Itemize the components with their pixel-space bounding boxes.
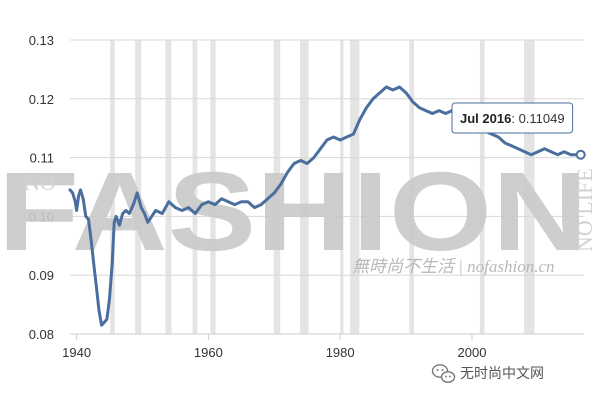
shaded-band-4: [210, 40, 216, 334]
x-tick-label: 1960: [194, 345, 223, 360]
shaded-band-1: [135, 40, 142, 334]
brand-name: 无时尚中文网: [460, 366, 544, 382]
shaded-band-7: [340, 40, 344, 334]
shaded-band-2: [165, 40, 172, 334]
shaded-band-11: [524, 40, 535, 334]
x-axis: 1940 1960 1980 2000: [62, 333, 584, 360]
y-tick-label: 0.13: [29, 33, 54, 48]
y-tick-label: 0.08: [29, 327, 54, 342]
y-axis: 0.08 0.09 0.10 0.11 0.12 0.13: [29, 33, 54, 342]
y-tick-label: 0.09: [29, 268, 54, 283]
tooltip-date: Jul 2016: [460, 111, 511, 126]
shaded-band-10: [479, 40, 485, 334]
shaded-band-8: [350, 40, 360, 334]
y-tick-label: 0.12: [29, 92, 54, 107]
watermark-fashion: FASHION: [0, 149, 588, 274]
shaded-band-6: [299, 40, 309, 334]
x-tick-label: 2000: [458, 345, 487, 360]
shaded-band-3: [192, 40, 198, 334]
tooltip-separator: :: [511, 111, 518, 126]
watermark: FASHION NO NO LIFE 無時尚不生活 | nofashion.cn: [0, 149, 597, 276]
tooltip-value: 0.11049: [519, 111, 565, 126]
brand-badge: 无时尚中文网: [431, 364, 544, 383]
wechat-icon: [431, 364, 456, 383]
y-tick-label: 0.10: [29, 209, 54, 224]
tooltip-text: Jul 2016: 0.11049: [460, 111, 565, 126]
watermark-no-life: NO LIFE: [572, 168, 597, 252]
watermark-no: NO: [24, 170, 56, 195]
watermark-subtitle: 無時尚不生活 | nofashion.cn: [352, 257, 555, 276]
x-tick-label: 1940: [62, 345, 91, 360]
y-tick-label: 0.11: [30, 151, 54, 166]
tooltip-marker: [575, 149, 586, 160]
x-tick-label: 1980: [326, 345, 355, 360]
shaded-band-0: [110, 40, 115, 334]
shaded-band-9: [409, 40, 414, 334]
tooltip: Jul 2016: 0.11049: [451, 102, 574, 134]
tooltip-box: [451, 102, 574, 134]
